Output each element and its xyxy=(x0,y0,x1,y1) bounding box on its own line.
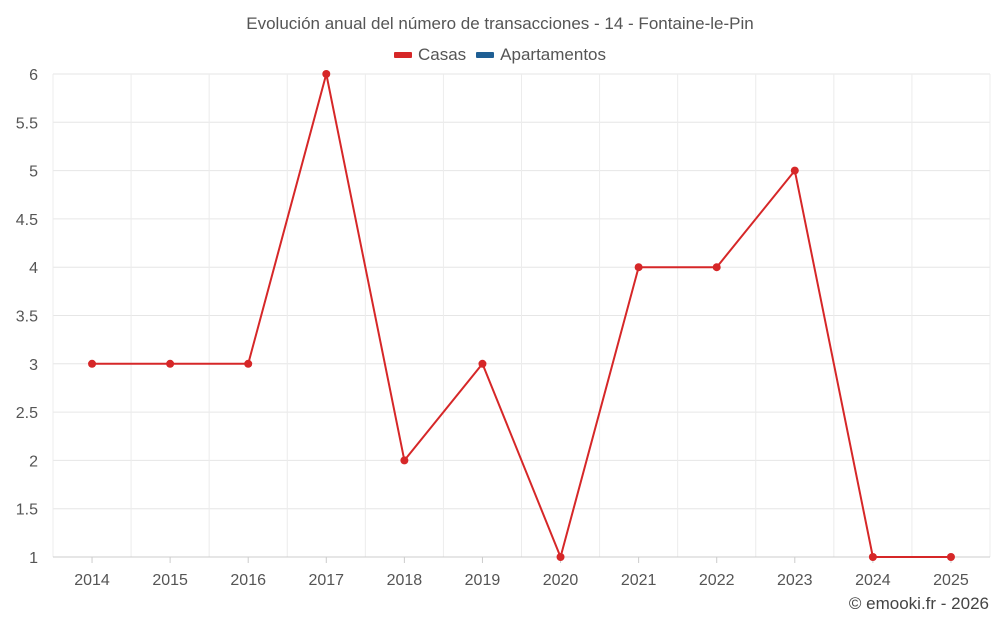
y-tick-label: 1.5 xyxy=(16,502,38,519)
data-point[interactable] xyxy=(478,359,487,368)
y-tick-label: 2 xyxy=(29,453,38,470)
x-tick-label: 2022 xyxy=(699,572,735,589)
legend-item-casas[interactable]: Casas xyxy=(393,45,467,65)
x-tick-label: 2025 xyxy=(933,572,969,589)
x-tick-label: 2020 xyxy=(543,572,579,589)
y-tick-label: 4.5 xyxy=(16,212,38,229)
x-tick-label: 2023 xyxy=(777,572,813,589)
x-tick-label: 2016 xyxy=(230,572,266,589)
y-tick-label: 5 xyxy=(29,164,38,181)
data-point[interactable] xyxy=(634,263,643,272)
y-tick-label: 6 xyxy=(29,67,38,84)
y-tick-label: 2.5 xyxy=(16,405,38,422)
x-tick-label: 2019 xyxy=(465,572,501,589)
legend-label-apartamentos: Apartamentos xyxy=(500,45,607,64)
data-point[interactable] xyxy=(88,359,97,368)
data-point[interactable] xyxy=(400,456,409,465)
y-tick-label: 4 xyxy=(29,260,38,277)
y-tick-label: 1 xyxy=(29,550,38,567)
data-point[interactable] xyxy=(322,70,331,78)
data-point[interactable] xyxy=(556,553,565,561)
x-tick-label: 2018 xyxy=(387,572,423,589)
y-tick-label: 5.5 xyxy=(16,115,38,132)
x-tick-label: 2017 xyxy=(308,572,344,589)
x-tick-label: 2024 xyxy=(855,572,891,589)
series-line-casas xyxy=(92,73,951,558)
y-tick-label: 3 xyxy=(29,357,38,374)
legend-label-casas: Casas xyxy=(417,45,467,64)
series-layer xyxy=(88,70,955,561)
x-tick-label: 2021 xyxy=(621,572,657,589)
data-point[interactable] xyxy=(166,359,175,368)
legend: Casas Apartamentos xyxy=(0,45,1000,65)
x-tick-label: 2014 xyxy=(74,572,110,589)
legend-swatch-casas xyxy=(393,52,412,58)
legend-item-apartamentos[interactable]: Apartamentos xyxy=(476,45,606,65)
data-point[interactable] xyxy=(244,359,253,368)
chart-title: Evolución anual del número de transaccio… xyxy=(246,14,754,33)
data-point[interactable] xyxy=(790,166,799,175)
data-point[interactable] xyxy=(946,553,955,561)
legend-swatch-apartamentos xyxy=(476,52,495,58)
data-point[interactable] xyxy=(712,263,721,272)
axes: 1 1.5 2 2.5 3 3.5 4 4.5 5 5.5 6 2014 2015 2016 2017 201… xyxy=(16,67,990,589)
credit-text: © emooki.fr - 2026 xyxy=(848,594,989,613)
grid-lines xyxy=(52,73,991,558)
x-tick-label: 2015 xyxy=(152,572,188,589)
y-tick-label: 3.5 xyxy=(16,309,38,326)
data-point[interactable] xyxy=(868,553,877,561)
